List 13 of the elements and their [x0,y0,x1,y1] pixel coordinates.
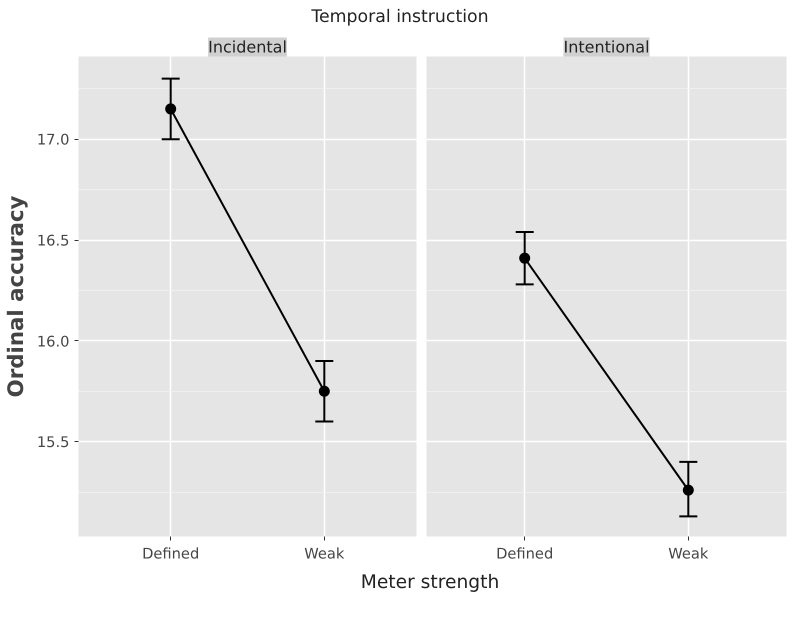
chart-title: Temporal instruction [311,6,489,29]
x-axis-title: Meter strength [360,570,500,595]
x-tick-label: Weak [304,545,345,562]
y-axis-title: Ordinal accuracy [4,195,29,398]
x-tick-label: Defined [142,545,200,562]
x-tick-label: Weak [668,545,709,562]
y-tick-label: 17.0 [36,131,70,148]
x-tick-label: Defined [496,545,554,562]
chart-subtitle: Intentional [563,37,650,56]
y-tick-label: 15.5 [36,434,70,451]
y-tick-label: 16.0 [36,333,70,350]
y-tick-label: 16.5 [36,232,70,250]
chart-subtitle: Incidental [208,37,287,56]
